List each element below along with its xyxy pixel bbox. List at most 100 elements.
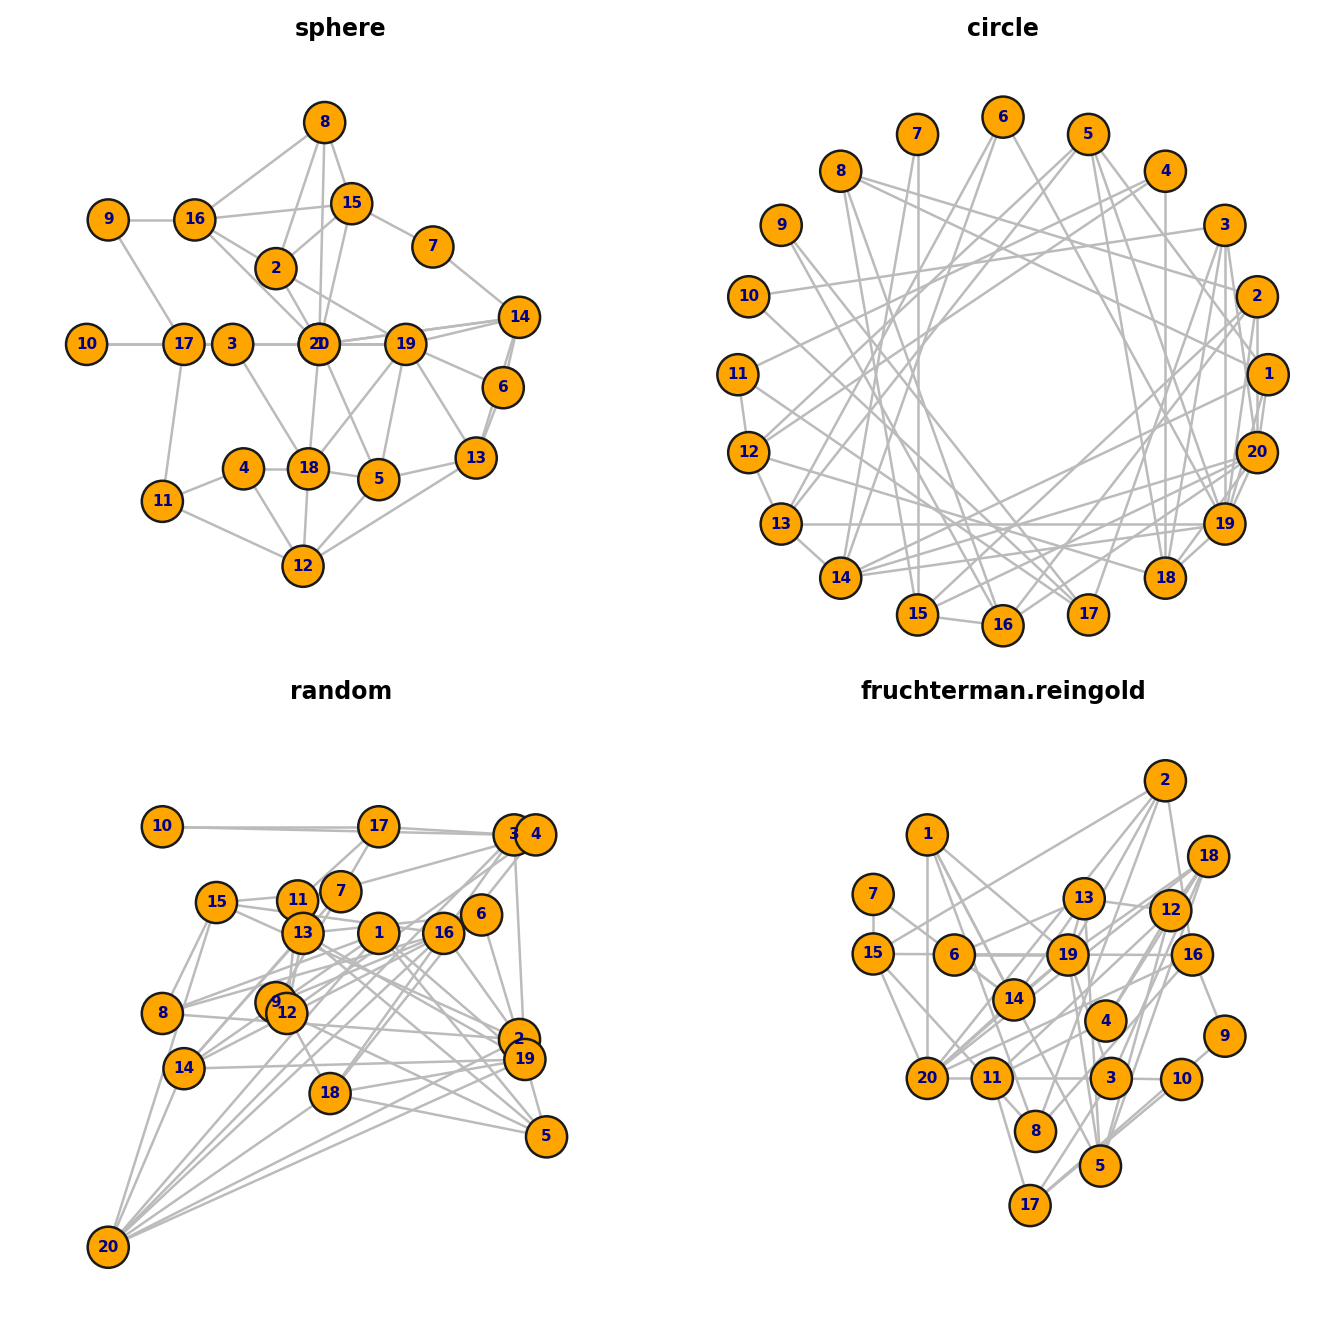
Circle shape [255,982,297,1023]
Circle shape [456,438,497,478]
Circle shape [982,605,1024,646]
Circle shape [282,913,324,954]
Text: 15: 15 [341,196,363,211]
Text: 4: 4 [531,828,542,843]
Text: 17: 17 [1078,607,1099,622]
Text: 2: 2 [1160,773,1171,789]
Circle shape [359,806,399,847]
Text: 3: 3 [227,337,238,352]
Circle shape [1009,1185,1051,1226]
Circle shape [1161,1059,1202,1099]
Circle shape [298,324,340,366]
Text: 3: 3 [509,828,519,843]
Circle shape [1091,1058,1132,1099]
Circle shape [142,806,183,847]
Text: 12: 12 [293,559,313,574]
Circle shape [309,1073,351,1114]
Circle shape [223,449,263,489]
Text: 10: 10 [1171,1073,1192,1087]
Text: 14: 14 [1004,992,1024,1008]
Circle shape [461,894,503,935]
Text: 14: 14 [509,310,530,325]
Circle shape [526,1117,567,1157]
Text: 13: 13 [465,450,487,465]
Circle shape [1068,594,1109,636]
Text: 10: 10 [77,337,97,352]
Circle shape [982,97,1024,137]
Title: sphere: sphere [296,16,387,40]
Circle shape [298,324,340,366]
Text: 8: 8 [157,1005,168,1021]
Text: 16: 16 [1181,948,1203,962]
Text: 2: 2 [270,261,281,276]
Circle shape [1204,1016,1246,1056]
Circle shape [212,324,253,366]
Text: 1: 1 [314,337,324,352]
Text: 14: 14 [831,571,851,586]
Title: random: random [290,680,392,704]
Circle shape [907,814,948,856]
Text: 16: 16 [433,926,454,941]
Circle shape [728,277,769,317]
Circle shape [1236,277,1278,317]
Text: 6: 6 [997,110,1008,125]
Circle shape [1047,934,1089,976]
Circle shape [277,880,319,922]
Text: 5: 5 [1095,1159,1106,1173]
Circle shape [493,814,535,856]
Text: 11: 11 [152,493,173,509]
Circle shape [413,226,453,267]
Circle shape [718,353,758,395]
Circle shape [288,449,329,489]
Text: 12: 12 [738,445,759,460]
Circle shape [504,1039,546,1081]
Circle shape [87,199,129,241]
Text: 4: 4 [238,461,249,476]
Circle shape [1145,151,1185,192]
Text: 9: 9 [775,218,786,233]
Text: 18: 18 [1198,849,1219,864]
Text: 19: 19 [395,337,417,352]
Circle shape [142,993,183,1034]
Text: 1: 1 [1263,367,1274,382]
Circle shape [852,933,894,974]
Text: 15: 15 [907,607,929,622]
Text: 11: 11 [727,367,749,382]
Text: 5: 5 [1083,126,1094,142]
Text: 20: 20 [98,1239,118,1255]
Circle shape [1188,836,1230,878]
Text: 12: 12 [1160,903,1181,918]
Text: 19: 19 [1215,516,1235,532]
Circle shape [728,431,769,473]
Text: 16: 16 [184,212,206,227]
Circle shape [482,367,524,409]
Text: 12: 12 [277,1005,297,1021]
Circle shape [1068,114,1109,155]
Circle shape [972,1058,1013,1099]
Circle shape [499,1019,540,1060]
Circle shape [66,324,108,366]
Text: 4: 4 [1160,164,1171,179]
Circle shape [164,1048,204,1089]
Text: 17: 17 [173,337,195,352]
Circle shape [423,913,464,954]
Text: 2: 2 [515,1032,526,1047]
Circle shape [320,871,362,913]
Text: 1: 1 [374,926,384,941]
Text: 10: 10 [152,820,173,835]
Circle shape [175,199,215,241]
Text: 7: 7 [336,884,347,899]
Text: 3: 3 [1219,218,1230,233]
Text: 6: 6 [497,380,508,395]
Text: 17: 17 [1020,1198,1040,1214]
Text: 7: 7 [913,126,923,142]
Text: 8: 8 [1031,1124,1040,1138]
Circle shape [359,913,399,954]
Circle shape [896,114,938,155]
Circle shape [1204,504,1246,544]
Circle shape [359,460,399,500]
Circle shape [164,324,204,366]
Text: 3: 3 [1106,1071,1117,1086]
Text: 20: 20 [1247,445,1269,460]
Circle shape [896,594,938,636]
